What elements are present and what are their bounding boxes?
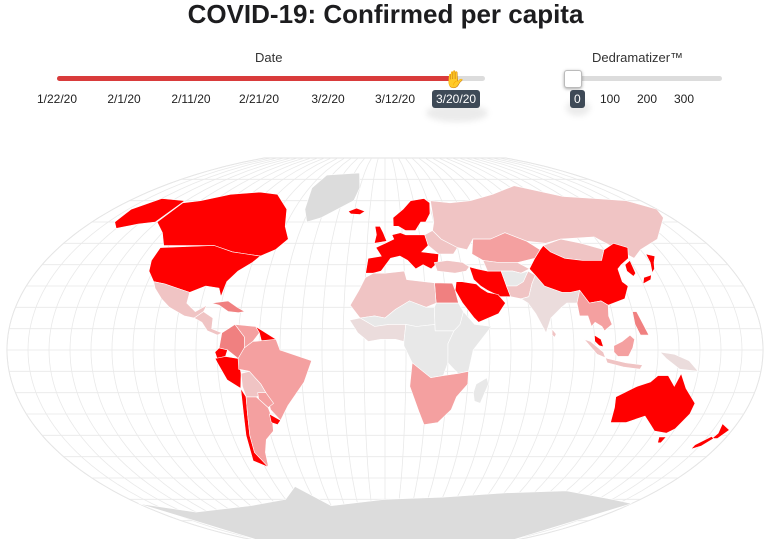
date-tick-label: 3/2/20 xyxy=(311,92,345,106)
region-antarctica[interactable] xyxy=(138,486,633,539)
world-map[interactable] xyxy=(0,145,771,539)
region-alaska[interactable] xyxy=(114,198,186,229)
dedramatizer-label: Dedramatizer™ xyxy=(592,50,684,65)
region-papua-new-guinea[interactable] xyxy=(659,351,699,372)
region-japan[interactable] xyxy=(642,253,656,285)
region-tasmania[interactable] xyxy=(657,436,667,444)
grab-hand-cursor-icon: ✋ xyxy=(444,70,466,89)
region-philippines[interactable] xyxy=(632,311,650,336)
region-scandinavia[interactable] xyxy=(392,198,431,231)
region-peru[interactable] xyxy=(214,356,242,389)
region-china[interactable] xyxy=(529,242,629,306)
date-tick-label: 2/21/20 xyxy=(238,92,280,106)
date-tick-label: 2/11/20 xyxy=(171,92,211,106)
page-title: COVID-19: Confirmed per capita xyxy=(187,0,584,29)
region-new-zealand[interactable] xyxy=(710,423,730,439)
region-ecuador[interactable] xyxy=(214,347,228,359)
region-madagascar[interactable] xyxy=(472,377,489,404)
date-tooltip-shadow xyxy=(426,104,488,122)
region-borneo[interactable] xyxy=(613,334,635,357)
region-arabian-peninsula[interactable] xyxy=(454,281,506,323)
region-united-states[interactable] xyxy=(148,245,262,298)
region-turkey[interactable] xyxy=(433,260,470,274)
date-value-tooltip: 3/20/20 xyxy=(432,90,481,108)
dedramatizer-knob[interactable] xyxy=(564,70,582,88)
region-greenland[interactable] xyxy=(304,172,361,223)
region-new-zealand-south[interactable] xyxy=(689,436,715,450)
region-southeast-asia[interactable] xyxy=(576,289,613,332)
region-malaysia[interactable] xyxy=(594,334,604,348)
date-tick-label: 2/1/20 xyxy=(107,92,141,106)
region-canada[interactable] xyxy=(156,191,289,257)
region-sri-lanka[interactable] xyxy=(551,328,557,338)
region-uk[interactable] xyxy=(373,226,388,244)
region-western-europe[interactable] xyxy=(365,232,439,274)
map-regions xyxy=(114,172,730,539)
dedramatizer-value-tooltip: 0 xyxy=(570,90,585,108)
region-korea[interactable] xyxy=(624,259,637,277)
region-australia[interactable] xyxy=(610,372,696,434)
region-caribbean[interactable] xyxy=(211,300,246,314)
region-southern-africa[interactable] xyxy=(409,362,469,426)
region-uruguay[interactable] xyxy=(268,413,282,426)
dedramatizer-tick-label: 200 xyxy=(636,92,658,106)
date-slider-fill xyxy=(57,76,451,81)
dedramatizer-tick-label: 300 xyxy=(673,92,695,106)
date-slider-track[interactable] xyxy=(57,76,485,81)
region-mexico[interactable] xyxy=(153,281,208,319)
date-slider-label: Date xyxy=(255,50,283,65)
region-sudan[interactable] xyxy=(433,302,464,332)
date-tick-label: 1/22/20 xyxy=(36,92,78,106)
region-indonesia[interactable] xyxy=(583,338,644,370)
region-argentina[interactable] xyxy=(245,396,274,469)
dedramatizer-track[interactable] xyxy=(566,76,722,81)
region-iceland[interactable] xyxy=(347,207,366,215)
date-tick-label: 3/12/20 xyxy=(374,92,416,106)
dedramatizer-tick-label: 100 xyxy=(599,92,621,106)
region-paraguay[interactable] xyxy=(257,392,275,408)
